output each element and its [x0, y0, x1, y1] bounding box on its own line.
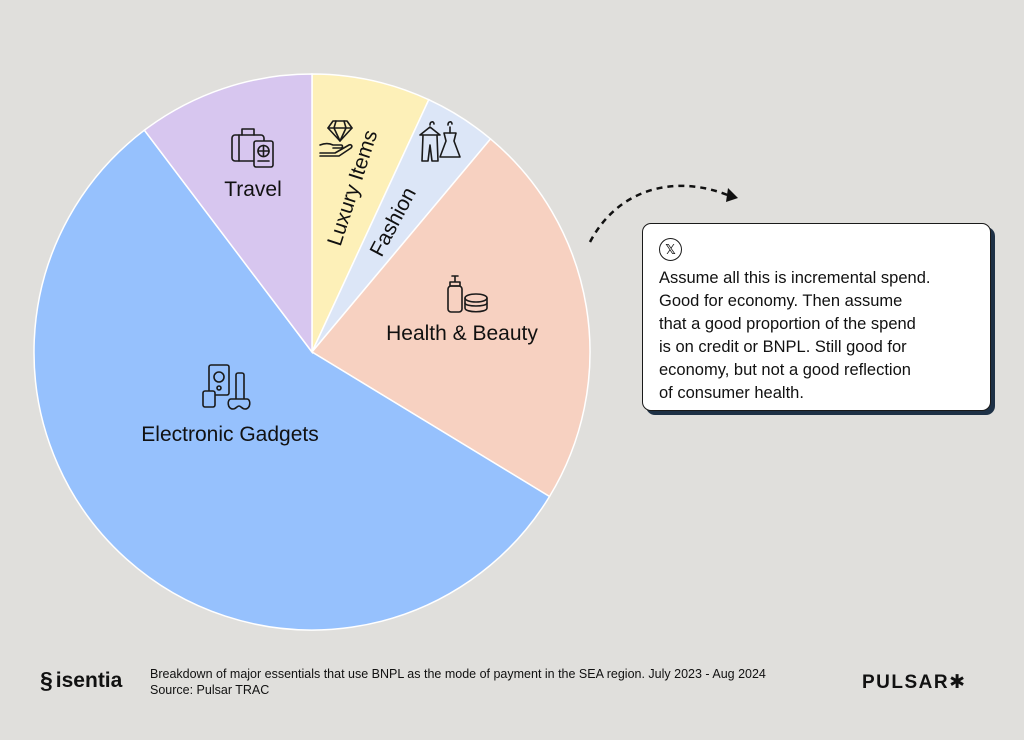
caption-line-2: Source: Pulsar TRAC: [150, 683, 270, 697]
brand-name: isentia: [55, 668, 123, 692]
diamond-hand-icon: [319, 120, 353, 157]
slice-label-travel: Travel: [224, 178, 282, 201]
clothes-hanger-icon: [419, 121, 461, 162]
isentia-s-icon: §: [40, 667, 53, 693]
quote-text: Assume all this is incremental spend. Go…: [659, 269, 931, 402]
electronics-icon: [202, 364, 251, 410]
curved-arrow: [588, 184, 738, 243]
slice-label-electronic-gadgets: Electronic Gadgets: [141, 423, 318, 446]
slice-label-health-beauty: Health & Beauty: [386, 322, 538, 345]
pulsar-logo: PULSAR✱: [862, 672, 967, 693]
pie-slice-health-beauty: [310, 137, 591, 498]
luggage-passport-icon: [231, 128, 274, 168]
caption: Breakdown of major essentials that use B…: [150, 666, 766, 698]
caption-line-1: Breakdown of major essentials that use B…: [150, 667, 766, 681]
quote-card: 𝕏 Assume all this is incremental spend. …: [642, 223, 991, 411]
x-logo-icon: 𝕏: [659, 238, 682, 261]
pie-slice-luxury-items: [311, 73, 430, 353]
pie-slice-electronic-gadgets: [33, 129, 551, 631]
isentia-logo: § isentia: [40, 667, 122, 694]
cosmetics-icon: [447, 275, 488, 313]
